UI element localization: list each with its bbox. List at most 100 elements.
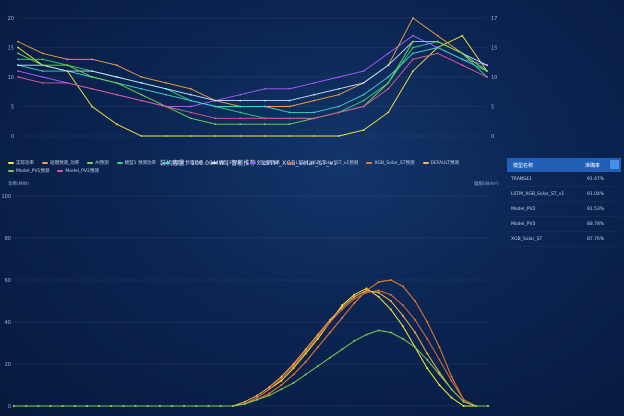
data-point [412, 40, 414, 43]
data-point [426, 352, 429, 355]
data-point [280, 384, 283, 386]
panel-header: 模型名称 准确率 [507, 158, 621, 172]
legend-item[interactable]: AI预测 [87, 160, 109, 166]
data-point [389, 331, 392, 334]
data-point [387, 111, 390, 114]
data-point [401, 285, 404, 288]
data-point [337, 135, 340, 137]
data-point [362, 99, 365, 102]
legend-label: XGB_Solar_ST预测 [374, 161, 415, 166]
data-point [362, 105, 365, 108]
data-point [91, 76, 93, 78]
data-point [214, 105, 217, 108]
legend-item[interactable]: 实际功率 [8, 160, 34, 166]
table-row[interactable]: Model_PV3 88.78% [507, 217, 621, 232]
table-row[interactable]: TRANS41 91.47% [507, 172, 621, 187]
data-point [362, 70, 365, 72]
data-point [280, 377, 283, 380]
legend-item[interactable]: Model_PV1预测 [8, 168, 49, 174]
legend-item[interactable]: XGB_Solar_ST预测 [366, 160, 415, 166]
data-point [17, 52, 19, 55]
data-point [412, 46, 414, 49]
data-point [17, 40, 19, 43]
data-point [165, 93, 168, 96]
data-point [316, 346, 319, 349]
data-point [438, 373, 441, 376]
table-row[interactable]: LSTM_XGB_Solar_ST_v1 91.04% [507, 187, 621, 202]
data-point [17, 70, 19, 72]
data-point [73, 405, 76, 407]
data-point [362, 93, 365, 96]
y-tick-label: 20 [5, 362, 11, 368]
legend-item[interactable]: 短期预测_功率 [42, 160, 79, 166]
series-line [17, 52, 488, 119]
data-point [243, 400, 246, 403]
data-point [189, 135, 192, 137]
data-point [486, 64, 488, 67]
data-point [66, 82, 69, 84]
data-point [41, 52, 44, 55]
data-point [41, 64, 44, 67]
expand-button[interactable] [610, 160, 619, 169]
data-point [353, 293, 356, 296]
table-row[interactable]: Model_PV2 91.53% [507, 202, 621, 217]
data-point [25, 405, 28, 407]
legend-label: 实际功率 [16, 161, 34, 166]
data-point [329, 321, 331, 323]
data-point [304, 348, 307, 351]
data-point [316, 333, 319, 336]
table-row[interactable]: XGB_Solar_ST 87.76% [507, 232, 621, 247]
data-point [377, 291, 380, 294]
data-point [239, 93, 242, 96]
data-point [49, 405, 52, 407]
legend-swatch [116, 162, 123, 164]
data-point [115, 64, 118, 67]
data-point [214, 135, 217, 137]
series-line [14, 279, 488, 407]
legend-label: Model_PV1预测 [16, 169, 50, 174]
y-tick-label: 60 [5, 278, 11, 284]
data-point [140, 82, 143, 84]
legend-item[interactable]: 模型3 预测 [211, 160, 242, 166]
data-point [389, 308, 392, 311]
data-point [37, 405, 40, 407]
data-point [387, 52, 390, 55]
data-point [341, 348, 344, 351]
legend-label: 模型1 预测功率 [124, 161, 156, 166]
data-point [165, 82, 168, 84]
legend-item[interactable]: 模型2 预测功率 [163, 160, 203, 166]
y2-tick-label: 0 [491, 134, 494, 140]
data-point [412, 58, 414, 61]
legend-item[interactable]: DEFAULT预测 [422, 160, 459, 166]
data-point [387, 76, 390, 78]
data-point [41, 76, 44, 78]
data-point [134, 405, 137, 407]
data-point [256, 398, 259, 401]
data-point [438, 358, 441, 361]
series-line [17, 47, 488, 113]
legend-item[interactable]: LSTM_XGB_Solar_ST_v1预测 [288, 160, 358, 166]
legend-item[interactable]: 模型1 预测功率 [116, 160, 156, 166]
data-point [91, 105, 93, 108]
data-point [461, 52, 464, 55]
legend-label: Model_PV2预测 [65, 169, 99, 174]
legend-item[interactable]: 超短期功率 [249, 160, 280, 166]
data-point [401, 325, 404, 328]
data-point [426, 337, 429, 340]
data-point [239, 111, 242, 114]
legend-swatch [42, 162, 48, 164]
legend-item[interactable]: Model_PV2预测 [57, 168, 99, 174]
legend-swatch [422, 162, 429, 164]
data-point [353, 297, 356, 300]
data-point [231, 405, 234, 407]
data-point [304, 360, 307, 363]
data-point [189, 111, 192, 114]
model-name: Model_PV2 [511, 206, 536, 212]
data-point [146, 405, 149, 407]
data-point [292, 381, 295, 384]
data-point [140, 76, 143, 78]
data-point [438, 384, 441, 386]
data-point [17, 58, 19, 61]
chart-legend: 实际功率 短期预测_功率 AI预测 模型1 预测功率 模型2 预测功率 模型3 预测 超短期… [8, 160, 498, 174]
data-point [189, 117, 192, 120]
